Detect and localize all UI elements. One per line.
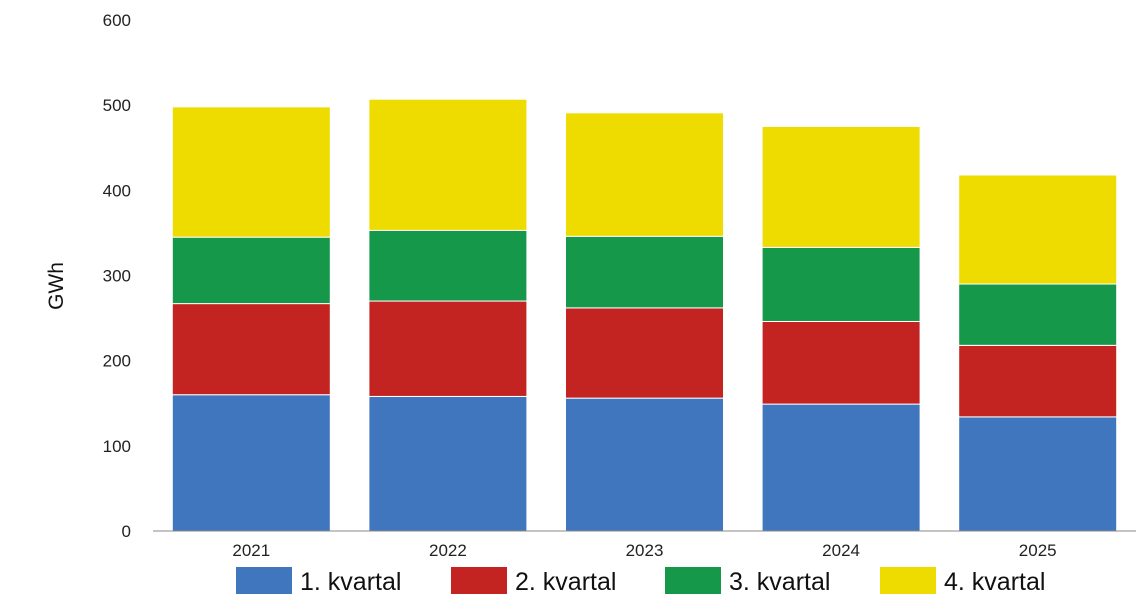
y-tick-label: 300 (103, 267, 131, 286)
legend-label: 2. kvartal (515, 568, 616, 596)
bar-segment (171, 303, 331, 396)
y-tick-label: 600 (103, 11, 131, 30)
bar-segment (958, 344, 1118, 418)
y-axis-title: GWh (45, 262, 68, 310)
x-tick-label: 2025 (1019, 541, 1057, 560)
x-tick-label: 2024 (822, 541, 860, 560)
y-tick-label: 100 (103, 437, 131, 456)
bars (171, 98, 1118, 532)
bar-segment (368, 395, 528, 532)
legend-swatch (451, 567, 507, 594)
bar-segment (761, 403, 921, 532)
legend: 1. kvartal 2. kvartal 3. kvartal 4. kvartal (236, 567, 1045, 596)
bar-segment (761, 320, 921, 405)
bar-segment (761, 246, 921, 322)
x-tick-label: 2023 (626, 541, 664, 560)
bar-segment (368, 98, 528, 231)
bar-segment (368, 300, 528, 397)
legend-label: 3. kvartal (729, 568, 830, 596)
legend-swatch (880, 567, 936, 594)
bar-segment (565, 112, 724, 237)
legend-label: 4. kvartal (944, 568, 1045, 596)
bar-segment (171, 106, 331, 238)
y-axis: 0 100 200 300 400 500 600 (103, 11, 131, 541)
x-axis: 2021 2022 2023 2024 2025 (232, 541, 1056, 560)
legend-swatch (236, 567, 292, 594)
y-tick-label: 200 (103, 352, 131, 371)
y-tick-label: 0 (122, 522, 131, 541)
bar-segment (958, 416, 1118, 532)
y-tick-label: 500 (103, 96, 131, 115)
bar-segment (761, 125, 921, 248)
bar-segment (171, 394, 331, 532)
legend-swatch (665, 567, 721, 594)
y-tick-label: 400 (103, 181, 131, 200)
bar-segment (958, 283, 1118, 346)
bar-segment (368, 229, 528, 302)
x-tick-label: 2021 (232, 541, 270, 560)
legend-label: 1. kvartal (300, 568, 401, 596)
bar-segment (565, 307, 724, 399)
bar-segment (565, 235, 724, 309)
x-tick-label: 2022 (429, 541, 467, 560)
bar-segment (565, 397, 724, 532)
bar-segment (171, 236, 331, 305)
bar-segment (958, 174, 1118, 285)
